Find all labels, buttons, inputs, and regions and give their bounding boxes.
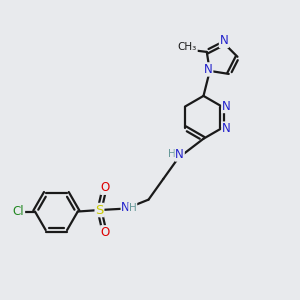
Text: O: O xyxy=(101,226,110,239)
Text: N: N xyxy=(204,63,213,76)
Text: H: H xyxy=(168,148,176,159)
Text: O: O xyxy=(101,181,110,194)
Text: N: N xyxy=(175,148,184,161)
Text: CH₃: CH₃ xyxy=(178,43,197,52)
Text: N: N xyxy=(222,122,231,135)
Text: Cl: Cl xyxy=(13,205,24,218)
Text: N: N xyxy=(121,202,130,214)
Text: H: H xyxy=(129,203,136,213)
Text: S: S xyxy=(95,203,104,217)
Text: N: N xyxy=(220,34,228,47)
Text: N: N xyxy=(222,100,231,112)
